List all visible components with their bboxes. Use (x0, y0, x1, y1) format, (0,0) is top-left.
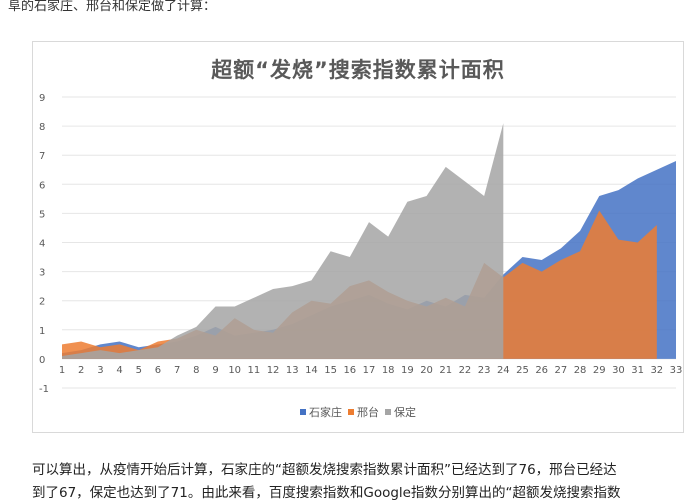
chart-frame: 超额“发烧”搜索指数累计面积 -1 0 1 2 3 4 5 6 7 8 9 1 2 3 4 5 6 7 8 9 10 11… (32, 41, 684, 433)
x-tick-label: 17 (363, 365, 376, 376)
paragraph-line-2: 到了67，保定也达到了71。由此来看，百度搜索指数和Google指数分别算出的“… (32, 485, 621, 501)
legend-swatch (385, 409, 391, 415)
x-tick-label: 18 (382, 365, 395, 376)
chart-title: 超额“发烧”搜索指数累计面积 (211, 58, 505, 82)
x-tick-label: 33 (670, 365, 683, 376)
y-tick-label: 2 (39, 297, 45, 308)
legend-label: 邢台 (357, 406, 379, 419)
x-tick-label: 16 (343, 365, 356, 376)
legend-swatch (348, 409, 354, 415)
x-tick-label: 1 (59, 365, 65, 376)
x-tick-label: 31 (631, 365, 644, 376)
x-tick-label: 9 (212, 365, 218, 376)
y-tick-label: 8 (39, 122, 45, 133)
x-tick-label: 22 (459, 365, 472, 376)
x-tick-label: 14 (305, 365, 318, 376)
legend-item: 邢台 (348, 404, 379, 420)
x-tick-label: 13 (286, 365, 299, 376)
x-tick-label: 4 (116, 365, 122, 376)
y-tick-label: 7 (39, 151, 45, 162)
x-tick-label: 20 (420, 365, 433, 376)
x-tick-label: 6 (155, 365, 161, 376)
intro-text: 阜的石家庄、邢台和保定做了计算： (8, 0, 217, 14)
x-tick-label: 3 (97, 365, 103, 376)
x-tick-label: 11 (248, 365, 261, 376)
legend-item: 石家庄 (300, 404, 342, 420)
y-tick-label: 3 (39, 268, 45, 279)
x-tick-label: 12 (267, 365, 280, 376)
x-tick-label: 25 (516, 365, 529, 376)
y-tick-label: 6 (39, 180, 45, 191)
x-tick-label: 5 (136, 365, 142, 376)
x-tick-label: 7 (174, 365, 180, 376)
legend-label: 石家庄 (309, 406, 342, 419)
x-tick-label: 28 (574, 365, 587, 376)
x-tick-label: 26 (535, 365, 548, 376)
x-tick-label: 32 (650, 365, 663, 376)
x-tick-label: 30 (612, 365, 625, 376)
x-tick-label: 21 (439, 365, 452, 376)
x-tick-label: 8 (193, 365, 199, 376)
y-tick-label: 9 (39, 93, 45, 104)
legend-label: 保定 (394, 406, 416, 419)
y-tick-label: 1 (39, 326, 45, 337)
x-tick-label: 29 (593, 365, 606, 376)
y-tick-label: 0 (39, 355, 45, 366)
x-tick-label: 19 (401, 365, 414, 376)
x-tick-label: 24 (497, 365, 510, 376)
chart-legend: 石家庄 邢台 保定 (33, 404, 683, 420)
x-tick-label: 23 (478, 365, 491, 376)
y-tick-label: 4 (39, 239, 45, 250)
x-tick-label: 10 (228, 365, 241, 376)
x-tick-label: 2 (78, 365, 84, 376)
y-tick-label: 5 (39, 209, 45, 220)
legend-swatch (300, 409, 306, 415)
x-tick-label: 27 (555, 365, 568, 376)
paragraph-line-1: 可以算出，从疫情开始后计算，石家庄的“超额发烧搜索指数累计面积”已经达到了76，… (32, 462, 617, 478)
x-tick-label: 15 (324, 365, 337, 376)
area-series-保定 (62, 123, 504, 359)
y-tick-label: -1 (39, 384, 49, 395)
legend-item: 保定 (385, 404, 416, 420)
